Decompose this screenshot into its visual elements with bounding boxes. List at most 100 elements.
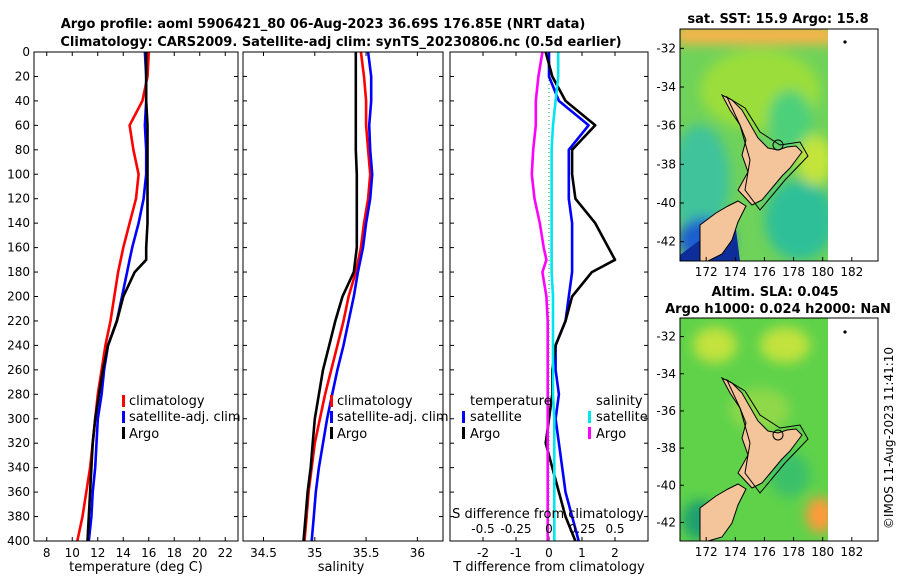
temperature-series [76, 52, 151, 541]
sla-map-frame [679, 317, 879, 542]
series-line-temperature-argo [544, 52, 617, 541]
depth-axis-ticks: 0 20 40 60 80 100 120 140 160 180 200 220 240 260 280 3… [7, 45, 238, 548]
sst-map-ticks: 172 174 176 178 180 182 -32 -34 -36 -38 -40 -42 [656, 41, 863, 279]
depth-tick-label-140: 140 [7, 216, 30, 230]
lon-tick-label: 172 [695, 545, 718, 559]
lat-tick-label: -38 [656, 157, 676, 171]
depth-tick-label-400: 400 [7, 534, 30, 548]
series-line-salinity-satellite [550, 52, 560, 541]
series-line-argo [86, 52, 149, 541]
depth-tick-label-60: 60 [15, 118, 30, 132]
depth-tick-label-280: 280 [7, 387, 30, 401]
series-line-satellite-adj-clim [87, 52, 148, 541]
salinity-panel: 34.5 35 35.5 36 salinity climatology satell… [242, 51, 449, 575]
t-difference-axis-ticks: -2 -1 0 1 2 [477, 52, 619, 560]
lon-tick-label: 176 [753, 265, 776, 279]
legend-label-climatology: climatology [129, 394, 205, 409]
legend-label-climatology: climatology [337, 394, 413, 409]
sla-map-image [680, 318, 828, 541]
x-tick-label: 12 [90, 546, 105, 560]
s-difference-label: S difference from climatology [452, 507, 644, 522]
lat-tick-label: -34 [656, 367, 676, 381]
s-tick-label: 0 [545, 522, 553, 536]
legend-label-sal-satellite: satellite [596, 410, 648, 425]
legend-label-satellite: satellite-adj. clim [337, 410, 449, 425]
argo-location-marker [772, 139, 784, 151]
depth-tick-label-0: 0 [22, 45, 30, 59]
temperature-axis-ticks: 8 10 12 14 16 18 20 22 [43, 52, 233, 560]
legend-swatch-temp-satellite [462, 411, 465, 423]
x-tick-label: 1 [578, 546, 586, 560]
depth-tick-label-260: 260 [7, 363, 30, 377]
island-marker [843, 330, 847, 334]
depth-tick-label-220: 220 [7, 314, 30, 328]
lon-tick-label: 178 [782, 545, 805, 559]
lat-tick-label: -42 [656, 515, 676, 529]
depth-tick-label-40: 40 [15, 94, 30, 108]
island-marker [843, 40, 847, 44]
depth-tick-label-80: 80 [15, 143, 30, 157]
x-tick-label: 34.5 [250, 546, 277, 560]
x-tick-label: 16 [141, 546, 156, 560]
depth-tick-label-300: 300 [7, 412, 30, 426]
legend-label-temp-argo: Argo [470, 427, 500, 442]
salinity-xlabel: salinity [318, 560, 365, 575]
figure-title-line1: Argo profile: aoml 5906421_80 06-Aug-202… [61, 17, 586, 32]
series-line-argo [302, 52, 359, 541]
lon-tick-label: 180 [811, 265, 834, 279]
legend-swatch-climatology [330, 395, 333, 407]
series-line-climatology [76, 52, 151, 541]
salinity-axis-ticks: 34.5 35 35.5 36 [250, 52, 425, 560]
lat-tick-label: -32 [656, 330, 676, 344]
legend-heading-salinity: salinity [596, 394, 643, 409]
legend-swatch-temp-argo [462, 427, 465, 439]
lat-tick-label: -32 [656, 41, 676, 55]
difference-series [530, 52, 617, 541]
s-tick-label: 0.25 [569, 522, 596, 536]
imos-credit: ©IMOS 11-Aug-2023 11:41:10 [882, 347, 896, 529]
s-tick-label: -0.25 [500, 522, 531, 536]
depth-tick-label-160: 160 [7, 241, 30, 255]
lat-tick-label: -42 [656, 235, 676, 249]
depth-tick-label-360: 360 [7, 485, 30, 499]
sla-map-title1: Altim. SLA: 0.045 [712, 285, 839, 300]
sst-map-image [680, 29, 828, 261]
difference-panel: -2 -1 0 1 2 -0.5 -0.25 0 0.25 0.5 S difference f… [449, 51, 649, 575]
legend-swatch-argo [330, 427, 333, 439]
x-tick-label: 35 [307, 546, 322, 560]
temperature-xlabel: temperature (deg C) [69, 560, 203, 575]
salinity-frame [242, 51, 444, 542]
depth-tick-label-320: 320 [7, 436, 30, 450]
lat-tick-label: -34 [656, 80, 676, 94]
argo-location-marker [772, 429, 784, 441]
lon-tick-label: 182 [840, 265, 863, 279]
legend-swatch-argo [122, 427, 125, 439]
salinity-series [302, 52, 374, 541]
lon-tick-label: 172 [695, 265, 718, 279]
lat-tick-label: -36 [656, 119, 676, 133]
salinity-legend: climatology satellite-adj. clim Argo [330, 394, 449, 442]
x-tick-label: 8 [43, 546, 51, 560]
x-tick-label: 10 [65, 546, 80, 560]
s-tick-label: -0.5 [471, 522, 494, 536]
legend-label-argo: Argo [337, 427, 367, 442]
lon-tick-label: 178 [782, 265, 805, 279]
figure-title-line2: Climatology: CARS2009. Satellite-adj cli… [60, 35, 621, 50]
x-tick-label: 0 [545, 546, 553, 560]
sla-map-ticks: 172 174 176 178 180 182 -32 -34 -36 -38 -40 -42 [656, 330, 863, 559]
temperature-frame [33, 51, 239, 542]
legend-label-temp-satellite: satellite [470, 410, 522, 425]
s-tick-label: 0.5 [605, 522, 624, 536]
sst-map-frame [679, 28, 879, 262]
series-line-salinity-argo [530, 52, 550, 541]
lat-tick-label: -40 [656, 478, 676, 492]
x-tick-label: 2 [611, 546, 619, 560]
legend-swatch-sal-satellite [588, 411, 591, 423]
lon-tick-label: 176 [753, 545, 776, 559]
x-tick-label: 22 [218, 546, 233, 560]
x-tick-label: -1 [510, 546, 522, 560]
difference-depth-ticks [450, 51, 648, 542]
legend-swatch-sal-argo [588, 427, 591, 439]
depth-tick-label-380: 380 [7, 510, 30, 524]
